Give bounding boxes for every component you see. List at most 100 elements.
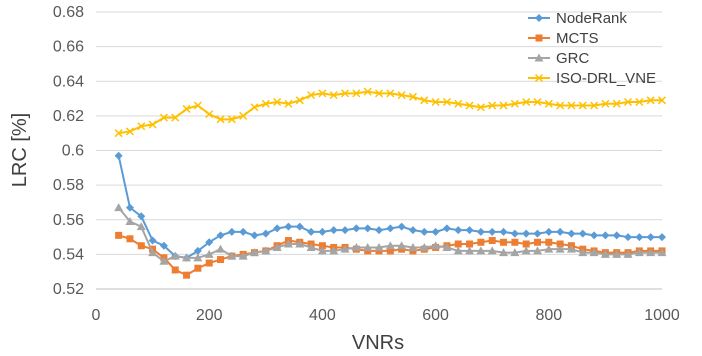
data-point <box>261 246 271 255</box>
data-point <box>431 97 440 107</box>
data-point <box>466 240 474 248</box>
series-iso-drl-vne <box>114 87 667 138</box>
data-point <box>635 97 644 107</box>
data-point <box>476 103 485 112</box>
data-point <box>352 224 361 233</box>
data-point <box>488 101 497 110</box>
legend: NodeRank MCTS GRC ISO-DRL_VNE <box>528 10 656 87</box>
data-point <box>238 251 248 260</box>
data-point <box>148 236 157 245</box>
data-point <box>420 96 429 105</box>
data-point <box>555 244 565 253</box>
data-point <box>205 259 213 267</box>
data-point <box>511 238 519 246</box>
data-point <box>454 240 462 248</box>
data-point <box>431 241 441 250</box>
data-point <box>657 248 667 257</box>
legend-item: GRC <box>528 50 590 67</box>
data-point <box>499 101 508 110</box>
y-tick-label: 0.52 <box>53 281 84 298</box>
data-point <box>600 249 610 258</box>
data-point <box>567 229 576 238</box>
data-point <box>657 96 667 105</box>
data-point <box>137 212 146 221</box>
data-point <box>284 222 293 231</box>
data-point <box>612 231 621 240</box>
data-point <box>114 203 124 212</box>
data-point <box>397 91 406 100</box>
data-point <box>476 246 486 255</box>
legend-marker <box>534 53 544 62</box>
data-point <box>612 249 622 258</box>
data-point <box>159 113 168 122</box>
data-point <box>397 222 406 231</box>
y-tick-label: 0.56 <box>53 212 84 229</box>
x-tick-label: 1000 <box>644 307 680 324</box>
data-point <box>522 240 530 248</box>
data-point <box>136 222 146 231</box>
data-point <box>217 256 225 264</box>
data-point <box>194 264 202 272</box>
data-point <box>204 249 214 258</box>
data-point <box>488 237 496 245</box>
data-point <box>544 99 553 108</box>
data-point <box>589 248 599 257</box>
data-point <box>499 227 508 236</box>
data-point <box>283 239 293 248</box>
data-point <box>544 244 554 253</box>
data-point <box>216 115 225 124</box>
data-point <box>442 224 451 233</box>
data-point <box>522 229 531 238</box>
data-point <box>487 246 497 255</box>
data-point <box>227 115 236 124</box>
data-point <box>533 97 542 107</box>
data-point <box>544 227 553 236</box>
data-point <box>375 226 383 235</box>
data-point <box>307 91 316 100</box>
data-point <box>431 227 440 236</box>
series-grc <box>114 203 667 265</box>
data-point <box>148 120 157 129</box>
data-point <box>646 233 655 242</box>
data-point <box>476 227 485 236</box>
data-point <box>115 231 123 239</box>
data-point <box>612 99 621 108</box>
y-tick-label: 0.6 <box>62 143 84 160</box>
x-tick-label: 0 <box>92 307 101 324</box>
data-point <box>205 238 214 247</box>
y-tick-label: 0.58 <box>53 177 84 194</box>
data-point <box>646 248 656 257</box>
data-point <box>453 246 463 255</box>
data-point <box>318 89 327 98</box>
data-point <box>408 226 417 235</box>
data-point <box>419 242 429 251</box>
data-point <box>363 242 373 251</box>
data-point <box>318 227 327 236</box>
data-point <box>261 99 270 108</box>
data-point <box>114 151 123 160</box>
legend-label: NodeRank <box>556 10 627 27</box>
series-noderank <box>114 151 666 262</box>
data-point <box>408 92 417 101</box>
data-point <box>454 226 463 235</box>
legend-item: NodeRank <box>528 10 627 27</box>
data-point <box>442 242 452 251</box>
data-point <box>454 99 463 108</box>
data-point <box>646 96 655 105</box>
data-point <box>341 226 350 235</box>
legend-label: ISO-DRL_VNE <box>556 70 656 87</box>
data-point <box>488 227 497 236</box>
y-tick-label: 0.66 <box>53 39 84 56</box>
data-point <box>317 246 327 255</box>
data-point <box>522 97 531 107</box>
y-tick-label: 0.68 <box>53 4 84 21</box>
data-point <box>137 122 146 131</box>
data-point <box>567 101 576 110</box>
data-point <box>386 224 395 233</box>
data-point <box>578 248 588 257</box>
data-point <box>556 227 565 236</box>
x-tick-label: 400 <box>309 307 336 324</box>
x-axis-ticks: 0 200 400 600 800 1000 <box>92 307 680 324</box>
data-point <box>295 96 304 105</box>
data-point <box>533 229 542 238</box>
